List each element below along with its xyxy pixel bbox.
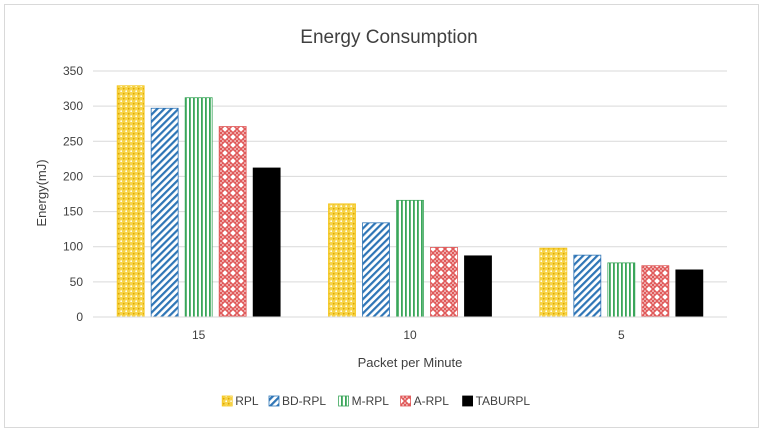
- legend-label: BD-RPL: [282, 394, 326, 408]
- x-tick-label: 15: [192, 328, 206, 342]
- bar-a-rpl-10: [430, 247, 458, 318]
- y-tick-label: 150: [63, 205, 83, 219]
- y-axis-ticks: 0 50 100 150 200 250 300 350: [63, 64, 83, 324]
- legend-label: TABURPL: [476, 394, 531, 408]
- bar-m-rpl-10: [396, 199, 424, 318]
- y-tick-label: 100: [63, 240, 83, 254]
- bar-bd-rpl-5: [573, 254, 602, 318]
- legend-item-m-rpl: M-RPL: [338, 394, 390, 408]
- bar-a-rpl-15: [218, 126, 247, 318]
- chart-title: Energy Consumption: [300, 27, 477, 48]
- y-axis-label: Energy(mJ): [34, 159, 49, 226]
- bar-rpl-5: [539, 247, 568, 318]
- legend-swatch: [338, 395, 350, 407]
- legend: RPL BD-RPL M-RPL A-RPL TABURPL: [221, 394, 531, 408]
- legend-item-a-rpl: A-RPL: [400, 394, 450, 408]
- y-tick-label: 200: [63, 169, 83, 183]
- bar-taburpl-5: [675, 269, 704, 318]
- bar-taburpl-10: [464, 255, 492, 318]
- bars: [116, 85, 704, 318]
- legend-item-taburpl: TABURPL: [462, 394, 531, 408]
- y-tick-label: 250: [63, 134, 83, 148]
- bar-bd-rpl-15: [150, 107, 179, 318]
- y-tick-label: 50: [70, 275, 84, 289]
- legend-label: RPL: [235, 394, 259, 408]
- legend-item-bd-rpl: BD-RPL: [268, 394, 326, 408]
- y-tick-label: 350: [63, 64, 83, 78]
- energy-consumption-chart: Energy Consumption 0 50 100 150 200 250 300 350…: [34, 27, 727, 408]
- x-tick-label: 5: [618, 328, 625, 342]
- chart-frame: Energy Consumption 0 50 100 150 200 250 300 350…: [4, 4, 759, 428]
- legend-label: A-RPL: [414, 394, 450, 408]
- legend-swatch: [462, 395, 474, 407]
- y-tick-label: 0: [76, 310, 83, 324]
- bar-rpl-15: [116, 85, 145, 318]
- legend-swatch: [268, 395, 280, 407]
- bar-taburpl-15: [252, 167, 281, 318]
- x-axis-ticks: 15 10 5: [192, 328, 625, 342]
- bar-a-rpl-5: [641, 265, 670, 318]
- legend-item-rpl: RPL: [221, 394, 259, 408]
- legend-swatch: [400, 395, 412, 407]
- bar-m-rpl-5: [607, 262, 636, 318]
- x-tick-label: 10: [403, 328, 417, 342]
- bar-rpl-10: [328, 203, 356, 318]
- legend-swatch: [221, 395, 233, 407]
- bar-bd-rpl-10: [362, 222, 390, 318]
- x-axis-label: Packet per Minute: [358, 355, 463, 370]
- legend-label: M-RPL: [352, 394, 390, 408]
- y-tick-label: 300: [63, 99, 83, 113]
- bar-m-rpl-15: [184, 97, 213, 318]
